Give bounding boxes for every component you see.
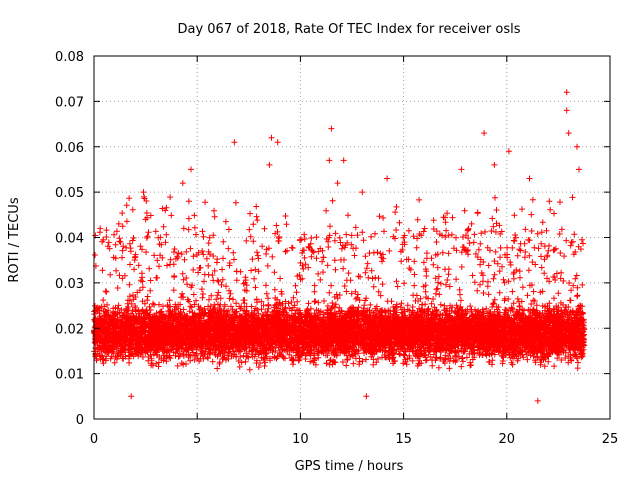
y-axis-title: ROTI / TECUs <box>7 197 22 282</box>
grid-layer <box>94 56 610 419</box>
y-tick-label: 0.04 <box>55 232 84 247</box>
y-tick-label: 0.06 <box>55 141 84 156</box>
y-tick-label: 0.02 <box>55 322 84 337</box>
x-tick-label: 15 <box>395 432 412 447</box>
ticks: 0 0.01 0.02 0.03 0.04 0.05 0.06 0.07 0.08 0 5 10 15 2… <box>55 50 618 447</box>
x-tick-label: 25 <box>602 432 619 447</box>
y-tick-label: 0.08 <box>55 50 84 65</box>
x-axis-title: GPS time / hours <box>295 459 404 474</box>
roti-points <box>91 89 588 404</box>
x-tick-label: 20 <box>499 432 516 447</box>
y-tick-label: 0.01 <box>55 368 84 383</box>
y-tick-label: 0.05 <box>55 186 84 201</box>
chart-title: Day 067 of 2018, Rate Of TEC Index for r… <box>177 22 520 37</box>
x-tick-label: 10 <box>292 432 309 447</box>
data-points <box>91 89 588 404</box>
y-tick-label: 0.03 <box>55 277 84 292</box>
x-tick-label: 5 <box>193 432 201 447</box>
y-tick-label: 0 <box>76 413 84 428</box>
x-tick-label: 0 <box>90 432 98 447</box>
y-tick-label: 0.07 <box>55 95 84 110</box>
